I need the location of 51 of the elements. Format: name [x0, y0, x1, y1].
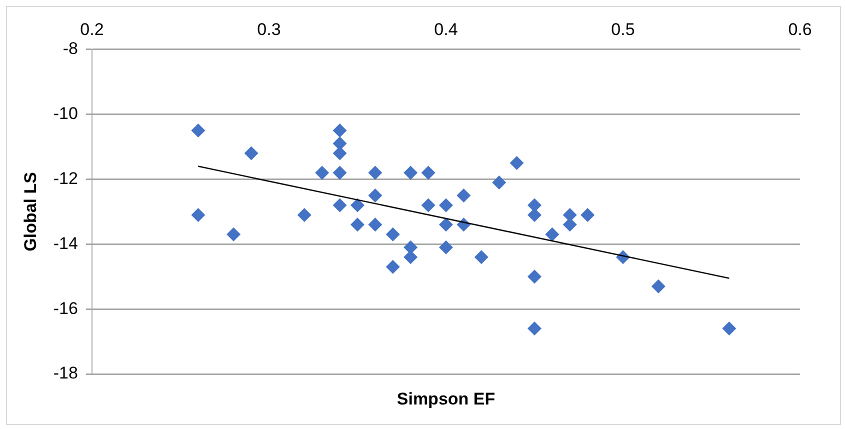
- point: [527, 270, 542, 284]
- point: [421, 198, 436, 212]
- point: [404, 166, 418, 180]
- point: [527, 198, 542, 212]
- point: [226, 227, 241, 242]
- point: [527, 322, 542, 336]
- point: [404, 250, 418, 264]
- point: [297, 208, 312, 222]
- point: [350, 218, 364, 232]
- point: [332, 166, 347, 180]
- x-axis-title: Simpson EF: [396, 390, 496, 409]
- y-axis-title: Global LS: [20, 172, 40, 252]
- x-tick-label: 0.6: [788, 20, 812, 39]
- point: [580, 208, 595, 222]
- point: [722, 322, 736, 336]
- point: [438, 198, 453, 212]
- point: [421, 166, 436, 180]
- point: [332, 146, 347, 160]
- point: [404, 240, 418, 254]
- point: [386, 227, 400, 242]
- point: [368, 218, 382, 232]
- point: [492, 175, 506, 190]
- point: [386, 260, 400, 274]
- point: [510, 156, 524, 170]
- point: [438, 218, 453, 232]
- point: [191, 124, 206, 138]
- point: [350, 198, 364, 212]
- point: [191, 208, 206, 222]
- x-tick-label: 0.5: [611, 20, 635, 39]
- y-tick-label: -10: [53, 104, 78, 124]
- y-tick-label: -18: [53, 364, 78, 383]
- x-tick-label: 0.4: [434, 20, 458, 39]
- point: [315, 166, 330, 180]
- point: [332, 198, 347, 212]
- point: [244, 146, 258, 160]
- x-tick-label: 0.2: [80, 20, 104, 39]
- y-tick-label: -16: [53, 298, 78, 318]
- point: [368, 188, 382, 202]
- point: [562, 208, 577, 222]
- point: [562, 218, 577, 232]
- x-tick-label: 0.3: [257, 20, 281, 39]
- point: [368, 166, 382, 180]
- point: [456, 188, 471, 202]
- y-tick-label: -8: [62, 39, 78, 58]
- y-tick-label: -14: [53, 234, 78, 253]
- point: [545, 227, 560, 242]
- y-tick-label: -12: [53, 168, 78, 188]
- point: [332, 124, 347, 138]
- point: [438, 240, 453, 254]
- point: [474, 250, 488, 264]
- point: [651, 279, 666, 294]
